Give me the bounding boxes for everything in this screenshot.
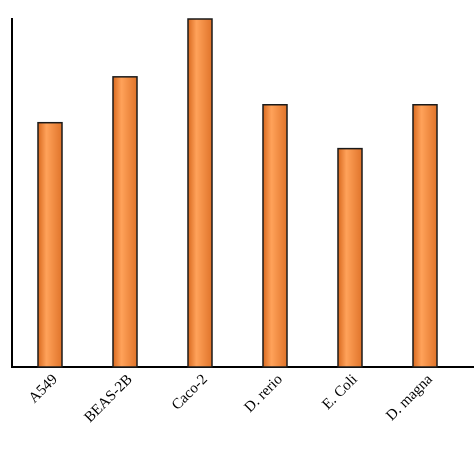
x-tick-label: E. Coli [319, 372, 360, 413]
bar [262, 104, 288, 368]
x-tick-label: D. rerio [242, 372, 286, 416]
x-tick-label: A549 [26, 372, 61, 407]
x-tick-label: BEAS-2B [81, 372, 135, 426]
bar [337, 147, 363, 368]
bar [187, 18, 213, 368]
x-tick-label: Caco-2 [169, 372, 211, 414]
bar [37, 121, 63, 368]
bar [412, 104, 438, 368]
x-tick-label: D. magna [383, 371, 436, 424]
bar [112, 76, 138, 368]
